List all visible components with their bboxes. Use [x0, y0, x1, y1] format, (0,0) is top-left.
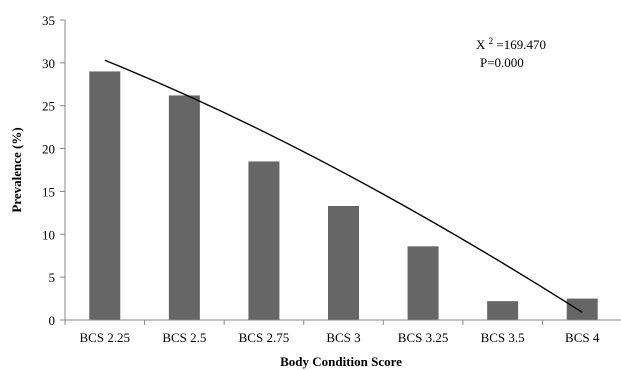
y-axis-ticks: 0 5 10 15 20 25 30 35	[42, 13, 65, 328]
chi-square-value: =169.470	[496, 37, 546, 52]
chi-square-annotation: X 2 =169.470	[476, 32, 546, 52]
x-tick-label: BCS 2.75	[239, 330, 290, 345]
bar	[487, 301, 519, 320]
x-tick-label: BCS 4	[565, 330, 600, 345]
y-tick-label: 20	[42, 142, 55, 157]
bar	[328, 206, 359, 320]
x-tick-label: BCS 3.5	[481, 330, 525, 345]
x-axis-title: Body Condition Score	[280, 354, 402, 369]
y-tick-label: 0	[49, 313, 56, 328]
x-tick-label: BCS 3	[326, 330, 360, 345]
y-tick-label: 5	[49, 270, 56, 285]
chi-square-superscript: 2	[489, 36, 494, 46]
bar	[89, 71, 121, 320]
x-tick-label: BCS 3.25	[398, 330, 449, 345]
bar	[566, 298, 598, 320]
trendline	[104, 59, 583, 313]
x-tick-label: BCS 2.25	[79, 330, 130, 345]
y-tick-label: 30	[42, 56, 55, 71]
y-tick-label: 35	[42, 13, 55, 28]
y-tick-label: 25	[42, 99, 55, 114]
bar	[168, 95, 200, 320]
x-axis-ticks: BCS 2.25 BCS 2.5 BCS 2.75 BCS 3 BCS 3.25 BCS …	[64, 320, 600, 345]
bar	[248, 161, 280, 320]
p-value-annotation: P=0.000	[480, 55, 524, 70]
bars	[89, 71, 598, 320]
y-tick-label: 15	[42, 184, 55, 199]
bar	[407, 246, 439, 320]
y-axis-title: Prevalence (%)	[9, 127, 24, 212]
chi-square-symbol: X	[476, 37, 486, 52]
x-tick-label: BCS 2.5	[162, 330, 206, 345]
y-tick-label: 10	[42, 227, 55, 242]
